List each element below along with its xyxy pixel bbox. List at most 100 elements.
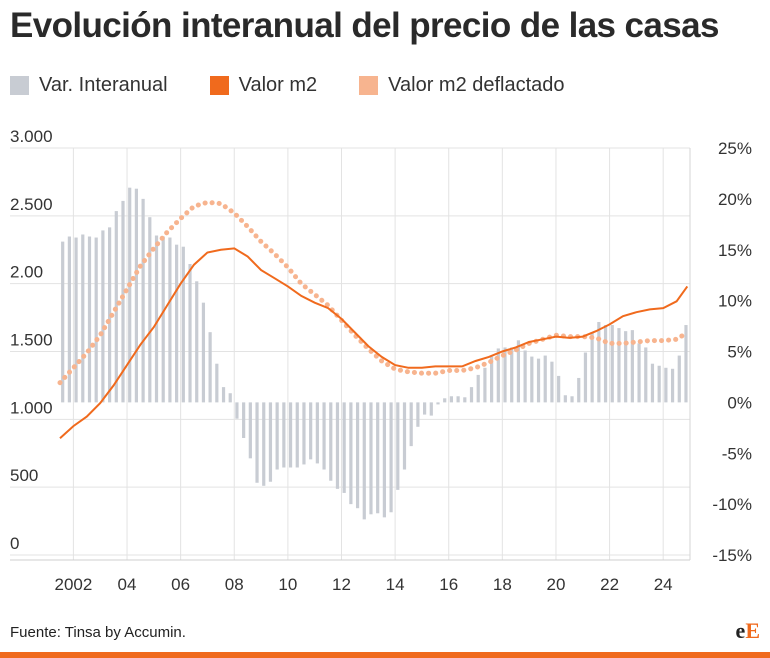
bar-var-interanual-91 [670, 368, 675, 403]
bar-var-interanual-56 [436, 402, 440, 405]
bar-var-interanual-19 [188, 263, 192, 403]
chart-title: Evolución interanual del precio de las c… [10, 6, 719, 45]
y-left-tick-label-3: 1.500 [10, 331, 53, 350]
bar-var-interanual-6 [101, 230, 105, 403]
x-tick-label-5: 12 [332, 575, 351, 594]
bar-var-interanual-3 [81, 234, 85, 403]
legend-swatch-valor-m2-deflactado [359, 75, 379, 95]
bar-var-interanual-9 [121, 200, 125, 403]
bar-var-interanual-78 [583, 352, 588, 403]
bar-var-interanual-81 [603, 325, 608, 403]
bar-var-interanual-20 [195, 281, 199, 403]
bar-var-interanual-4 [87, 236, 92, 403]
x-tick-label-3: 08 [225, 575, 244, 594]
y-left-tick-label-0: 3.000 [10, 127, 53, 146]
bar-var-interanual-48 [382, 402, 386, 518]
bar-var-interanual-2 [74, 237, 78, 403]
bar-var-interanual-76 [570, 396, 574, 403]
y-left-tick-label-2: 2.00 [10, 263, 43, 282]
bar-var-interanual-65 [496, 348, 500, 403]
y-right-tick-label-4: 5% [727, 343, 752, 362]
bar-var-interanual-17 [175, 244, 179, 403]
bar-var-interanual-30 [262, 402, 266, 486]
bar-var-interanual-63 [483, 367, 487, 403]
bar-var-interanual-79 [590, 332, 594, 403]
bar-var-interanual-21 [201, 302, 206, 403]
bar-var-interanual-75 [563, 395, 567, 403]
logo-letter-E: E [745, 618, 760, 643]
bar-var-interanual-46 [369, 402, 373, 515]
bar-var-interanual-8 [114, 211, 118, 403]
bar-var-interanual-44 [355, 402, 360, 509]
bar-var-interanual-24 [221, 387, 226, 403]
bar-var-interanual-70 [530, 356, 534, 403]
x-tick-label-6: 14 [386, 575, 405, 594]
y-left-tick-label-1: 2.500 [10, 195, 53, 214]
bar-var-interanual-26 [235, 402, 239, 419]
publisher-logo: eE [736, 618, 760, 644]
bar-var-interanual-60 [463, 397, 467, 403]
x-tick-label-4: 10 [278, 575, 297, 594]
bar-var-interanual-88 [650, 363, 655, 403]
y-left-tick-label-4: 1.000 [10, 398, 53, 417]
bar-var-interanual-23 [215, 363, 219, 403]
bar-var-interanual-31 [268, 402, 273, 482]
legend-label-valor-m2-deflactado: Valor m2 deflactado [388, 73, 565, 96]
y-axis-left: 3.000 2.500 2.00 1.500 1.000 500 0 [10, 127, 53, 553]
bar-var-interanual-33 [282, 402, 286, 468]
x-tick-label-8: 18 [493, 575, 512, 594]
bar-var-interanual-89 [657, 365, 661, 403]
legend-swatch-valor-m2 [209, 75, 229, 95]
bars-var-interanual [61, 187, 688, 520]
bar-var-interanual-82 [610, 325, 614, 403]
y-axis-right: 25% 20% 15% 10% 5% 0% -5% -10% -15% [712, 139, 752, 565]
bar-var-interanual-53 [416, 402, 420, 427]
bar-var-interanual-71 [536, 358, 541, 403]
bar-var-interanual-80 [597, 321, 601, 403]
bar-var-interanual-87 [644, 347, 648, 403]
y-right-tick-label-3: 10% [718, 292, 752, 311]
bar-var-interanual-93 [684, 325, 688, 403]
y-left-tick-label-6: 0 [10, 534, 19, 553]
x-tick-label-9: 20 [546, 575, 565, 594]
x-tick-label-11: 24 [654, 575, 673, 594]
bar-var-interanual-15 [161, 236, 165, 403]
legend-label-var-interanual: Var. Interanual [39, 73, 168, 96]
y-right-tick-label-8: -15% [712, 546, 752, 565]
bar-var-interanual-62 [476, 374, 480, 403]
bar-var-interanual-27 [242, 402, 246, 438]
bar-var-interanual-14 [154, 235, 159, 403]
bar-var-interanual-18 [181, 246, 185, 403]
line-series [57, 199, 690, 440]
bar-var-interanual-57 [443, 398, 447, 403]
chart-plot: 3.000 2.500 2.00 1.500 1.000 500 0 25% 20% 15% 10… [10, 127, 752, 594]
logo-letter-e: e [735, 618, 746, 643]
x-tick-label-2: 06 [171, 575, 190, 594]
legend-item-var-interanual: Var. Interanual [10, 74, 168, 97]
bar-var-interanual-32 [275, 402, 279, 470]
bar-var-interanual-51 [402, 402, 407, 470]
bar-var-interanual-55 [429, 402, 433, 416]
bar-var-interanual-83 [617, 328, 621, 403]
bar-var-interanual-72 [543, 355, 547, 403]
bar-var-interanual-34 [288, 402, 293, 468]
bar-var-interanual-66 [503, 347, 507, 403]
bar-var-interanual-40 [329, 402, 333, 481]
y-right-tick-label-0: 25% [718, 139, 752, 158]
bar-var-interanual-12 [141, 198, 145, 403]
bar-var-interanual-47 [376, 402, 380, 514]
bar-var-interanual-42 [342, 402, 346, 493]
y-right-tick-label-5: 0% [727, 393, 752, 412]
bar-var-interanual-38 [315, 402, 319, 464]
bar-var-interanual-43 [349, 402, 353, 505]
bar-var-interanual-54 [422, 402, 427, 415]
bar-var-interanual-52 [409, 402, 413, 447]
bar-var-interanual-84 [624, 331, 628, 403]
bar-var-interanual-73 [550, 361, 554, 403]
bar-var-interanual-11 [134, 188, 139, 403]
bar-var-interanual-28 [248, 402, 252, 459]
y-right-tick-label-1: 20% [718, 190, 752, 209]
line-valor-m2 [59, 247, 689, 440]
legend-swatch-var-interanual [10, 75, 29, 95]
legend-item-valor-m2: Valor m2 [209, 74, 317, 97]
